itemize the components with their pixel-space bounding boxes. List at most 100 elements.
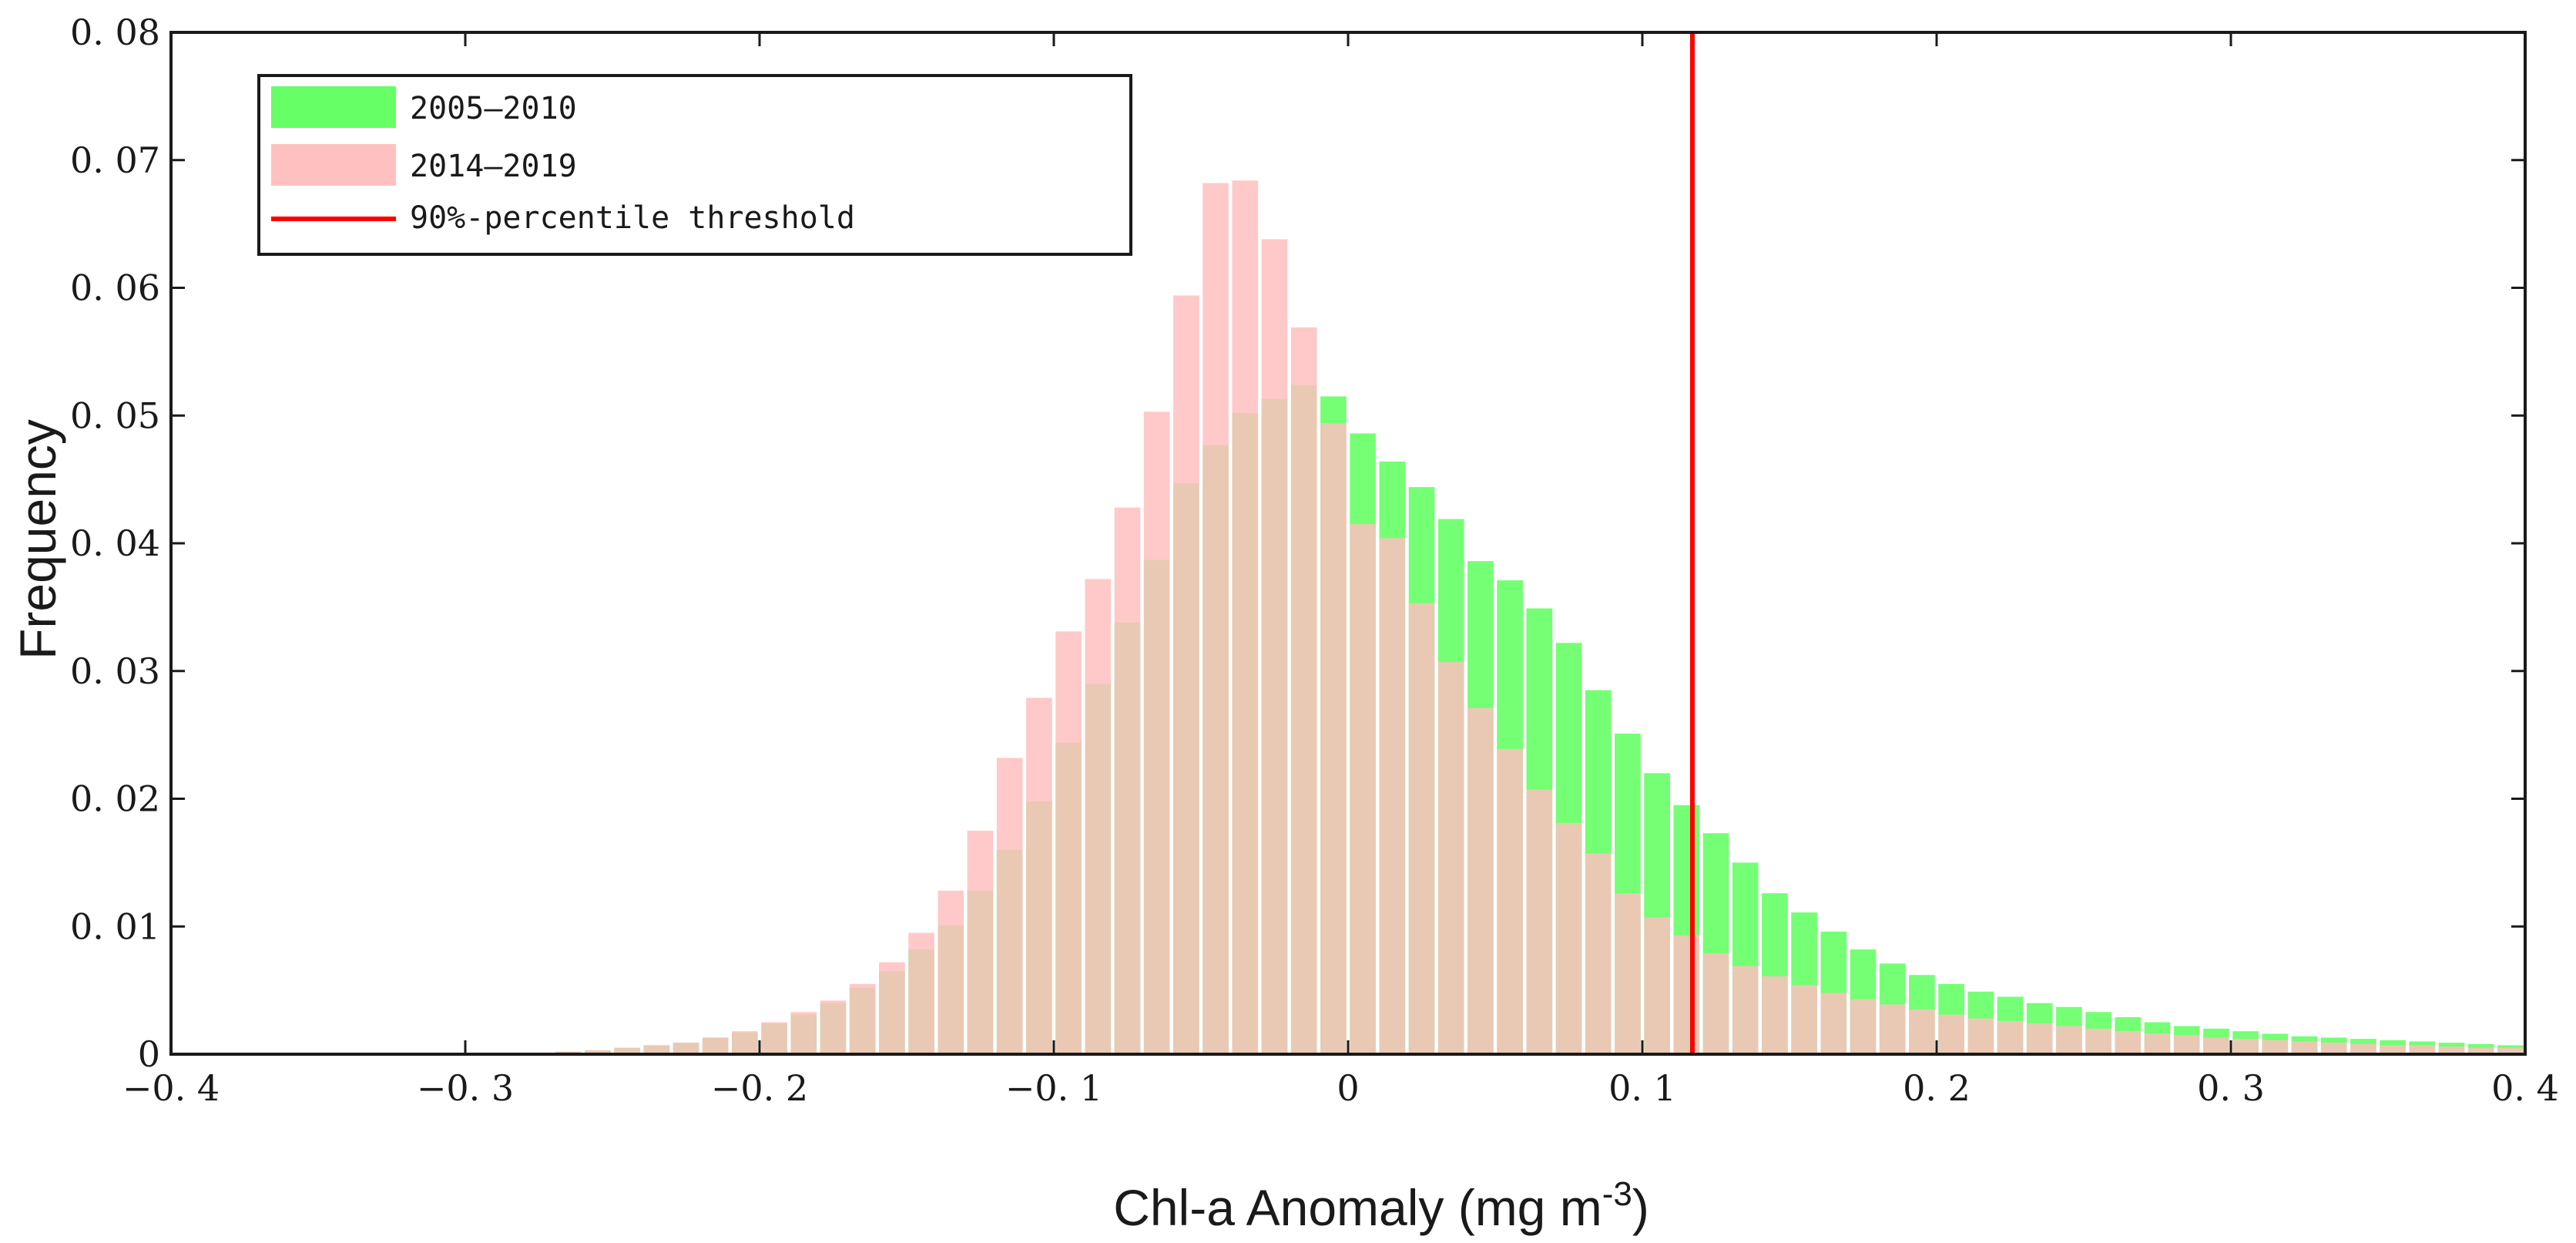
x-tick-label: −0. 4 [122, 1067, 220, 1109]
bar [1114, 507, 1141, 1054]
bar [1202, 183, 1229, 1055]
y-tick-label: 0. 08 [70, 12, 160, 53]
bar [1055, 631, 1082, 1054]
x-axis-title-main: Chl-a Anomaly (mg m [1113, 1179, 1602, 1236]
bar [1173, 295, 1199, 1054]
bar [2144, 1033, 2171, 1054]
bar [732, 1031, 758, 1054]
bar [2409, 1045, 2436, 1054]
y-tick-labels: 0 0. 01 0. 02 0. 03 0. 04 0. 05 0. 06 0. 07 0. 0… [70, 12, 160, 1075]
bar [2115, 1031, 2142, 1054]
bar [1762, 976, 1788, 1054]
bar [2467, 1047, 2494, 1054]
x-tick-label: 0. 3 [2197, 1067, 2265, 1109]
y-tick-label: 0. 02 [70, 778, 160, 820]
legend-label-threshold: 90%-percentile threshold [410, 200, 855, 236]
bar [1967, 1018, 1994, 1054]
bar [2350, 1043, 2376, 1054]
legend: 2005—2010 2014—2019 90%-percentile thres… [257, 74, 1132, 256]
bar [1437, 662, 1464, 1054]
bar [1615, 893, 1641, 1054]
legend-box [257, 74, 1132, 256]
bar [1938, 1014, 1964, 1054]
bars-layer [555, 180, 2524, 1055]
bar [2173, 1035, 2200, 1054]
x-axis-title: Chl-a Anomaly (mg m-3) [1113, 1175, 1649, 1236]
bar [2026, 1023, 2053, 1054]
y-tick-label: 0. 01 [70, 905, 160, 947]
y-tick-label: 0. 05 [70, 395, 160, 436]
bar [1526, 789, 1553, 1054]
bar [908, 932, 934, 1054]
bar [1497, 748, 1523, 1054]
x-tick-labels: −0. 4 −0. 3 −0. 2 −0. 1 0 0. 1 0. 2 0. 3 0. 4 [122, 1067, 2559, 1109]
legend-label-2014-2019: 2014—2019 [410, 149, 577, 184]
bar [820, 1000, 847, 1054]
bar [2497, 1047, 2524, 1054]
legend-swatch-2014-2019 [271, 144, 396, 186]
x-tick-label: −0. 3 [417, 1067, 514, 1109]
bar [1997, 1020, 2024, 1054]
bar [2262, 1040, 2289, 1054]
bar [2203, 1037, 2229, 1054]
bar [2291, 1041, 2318, 1054]
bar [967, 830, 994, 1054]
bar [1143, 412, 1170, 1054]
bar [1909, 1009, 1935, 1054]
bar [614, 1047, 640, 1054]
legend-label-2005-2010: 2005—2010 [410, 91, 577, 126]
bar [1350, 524, 1376, 1054]
x-axis-title-superscript: -3 [1602, 1175, 1632, 1213]
bar [2380, 1045, 2406, 1054]
bar [702, 1037, 729, 1054]
y-tick-label: 0 [138, 1033, 160, 1075]
bar [1702, 953, 1729, 1054]
bar [2320, 1043, 2347, 1054]
bar [790, 1012, 817, 1054]
bar [937, 890, 964, 1054]
bar [1026, 697, 1052, 1054]
bar [1261, 239, 1288, 1054]
y-tick-label: 0. 03 [70, 650, 160, 692]
bar [2085, 1028, 2111, 1054]
x-axis-title-close: ) [1632, 1179, 1649, 1236]
bar [2438, 1046, 2465, 1054]
bar [673, 1043, 699, 1054]
bar [1085, 579, 1112, 1054]
bar [2056, 1026, 2082, 1054]
y-tick-label: 0. 04 [70, 522, 160, 564]
bar [2232, 1039, 2259, 1054]
bar [1290, 327, 1317, 1054]
bar [1673, 935, 1700, 1054]
ticks-layer [169, 31, 2527, 1056]
bar [879, 962, 905, 1054]
bar [1644, 917, 1670, 1054]
bar [1320, 423, 1347, 1054]
bar [643, 1045, 670, 1054]
legend-swatch-2005-2010 [271, 86, 396, 128]
bar [1820, 993, 1847, 1054]
y-tick-label: 0. 07 [70, 139, 160, 181]
x-tick-label: 0. 4 [2491, 1067, 2559, 1109]
bar [1585, 853, 1612, 1054]
bar [1732, 966, 1759, 1054]
bar [1408, 603, 1435, 1054]
bar [996, 758, 1023, 1054]
bar [1379, 538, 1406, 1054]
bar [1467, 707, 1494, 1054]
bar [585, 1050, 611, 1054]
bar [761, 1022, 787, 1054]
bar [1791, 985, 1817, 1054]
x-tick-label: −0. 1 [1005, 1067, 1102, 1109]
x-tick-label: 0. 1 [1608, 1067, 1676, 1109]
bar [1232, 180, 1259, 1054]
bar [1850, 999, 1877, 1054]
y-axis-title: Frequency [9, 419, 66, 660]
bar [1879, 1004, 1906, 1054]
x-tick-label: 0 [1337, 1067, 1359, 1109]
bar [1555, 822, 1582, 1054]
bar [849, 983, 876, 1054]
series-2014-2019 [555, 180, 2524, 1055]
x-tick-label: 0. 2 [1903, 1067, 1971, 1109]
